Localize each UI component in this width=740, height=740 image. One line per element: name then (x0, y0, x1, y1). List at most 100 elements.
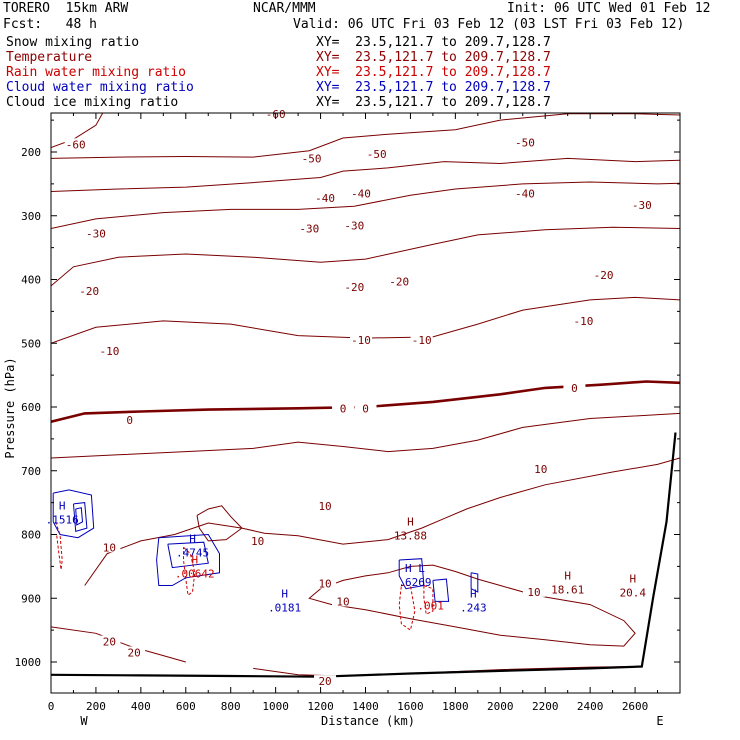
cloud-water-contour (470, 572, 479, 593)
isotherm-label: -40 (515, 187, 535, 200)
isotherm-label: -20 (594, 269, 614, 282)
isotherm-label-bg (78, 284, 101, 296)
isotherm-label-bg (572, 314, 595, 326)
x-tick-label: 0 (48, 700, 55, 713)
x-axis-title: Distance (km) (321, 714, 415, 728)
cloud-water-contour (73, 502, 88, 532)
y-tick-label: 900 (21, 592, 41, 605)
isotherm-label-bg (300, 152, 323, 164)
isotherm-label: 0 (571, 382, 578, 395)
isotherm-label: 10 (251, 535, 264, 548)
x-tick-label: 200 (86, 700, 106, 713)
extremum-mark: H (281, 587, 288, 600)
isotherm-line (51, 226, 680, 287)
isotherm-line (51, 626, 186, 663)
extremum-value: .001 (417, 599, 444, 612)
field-label-snow: Snow mixing ratio (6, 35, 140, 50)
contour-label-layer: -60-60-50 -50-50-40 -40 -40-30 -30 -30-30-20-… (46, 107, 653, 688)
isotherm-line (51, 412, 680, 459)
isotherm-label: -50 (302, 152, 322, 165)
terrain-line (51, 432, 677, 678)
x-tick-label: 2400 (577, 700, 604, 713)
isotherm-label: 0 (340, 402, 347, 415)
isotherm-label-bg (84, 227, 107, 239)
isotherm-label: -40 (315, 192, 335, 205)
isotherm-line (51, 157, 680, 192)
isotherm-label-bg (98, 541, 121, 553)
isotherm-label: -40 (351, 187, 371, 200)
isotherm-line (51, 380, 680, 423)
isotherm-label-bg (513, 187, 536, 199)
isotherm-label-bg (98, 635, 121, 647)
isotherm-label-bg (513, 136, 536, 148)
isotherm-label: -20 (79, 285, 99, 298)
x-tick-label: 1600 (397, 700, 424, 713)
field-xy-snow: XY= 23.5,121.7 to 209.7,128.7 (316, 35, 551, 50)
isotherm-label: 10 (527, 586, 540, 599)
isotherm-label-bg (350, 334, 373, 346)
extremum-mark: H L (405, 562, 425, 575)
x-tick-label: 1400 (352, 700, 379, 713)
field-xy-temperature: XY= 23.5,121.7 to 209.7,128.7 (316, 50, 551, 65)
isotherm-label: -30 (299, 223, 319, 236)
field-xy-rain: XY= 23.5,121.7 to 209.7,128.7 (316, 65, 551, 80)
isotherm-label-bg (354, 402, 377, 414)
isotherm-label-bg (314, 675, 337, 687)
isotherm-label-bg (298, 222, 321, 234)
isotherm-label-bg (529, 462, 552, 474)
field-xy-cloud-ice: XY= 23.5,121.7 to 209.7,128.7 (316, 95, 551, 110)
extremum-value: .00642 (175, 568, 215, 581)
y-tick-label: 300 (21, 210, 41, 223)
isotherm-line (51, 113, 680, 159)
isotherm-label: -30 (344, 219, 364, 232)
extremum-value: .0181 (268, 601, 301, 614)
y-tick-label: 400 (21, 274, 41, 287)
isotherm-label-bg (314, 577, 337, 589)
isotherm-label-bg (123, 646, 146, 658)
isotherm-label: -10 (573, 315, 593, 328)
x-tick-label: 2000 (487, 700, 514, 713)
isotherm-label: -10 (99, 345, 119, 358)
axes-layer: 0 200 400 600 800 1000 1200 1400 1600 1800 2000 220… (15, 112, 681, 713)
field-label-cloud-water: Cloud water mixing ratio (6, 80, 194, 95)
isotherm-line (51, 296, 680, 344)
isotherm-label-bg (592, 269, 615, 281)
extremum-mark: H (630, 573, 637, 586)
contour-layer (51, 113, 680, 678)
x-tick-label: 1800 (442, 700, 469, 713)
isotherm-label-bg (388, 275, 411, 287)
isotherm-label: 20 (103, 636, 116, 649)
x-tick-label: 400 (131, 700, 151, 713)
extremum-value: 18.61 (551, 584, 584, 597)
rain-water-contour (398, 585, 416, 631)
isotherm-label: 10 (336, 595, 349, 608)
isotherm-line (51, 181, 680, 229)
extremum-mark: H (470, 587, 477, 600)
extremum-mark: H (59, 499, 66, 512)
isotherm-line (308, 564, 636, 647)
x-tick-label: 2600 (622, 700, 649, 713)
extremum-value: .4745 (176, 547, 209, 560)
init-time: Init: 06 UTC Wed 01 Feb 12 (507, 1, 711, 16)
isotherm-label: -30 (86, 228, 106, 241)
cloud-water-contour (167, 541, 209, 569)
isotherm-label: -10 (351, 334, 371, 347)
x-tick-label: 2200 (532, 700, 559, 713)
field-label-temperature: Temperature (6, 50, 93, 65)
isotherm-label: -20 (389, 275, 409, 288)
forecast-hour: Fcst: 48 h (3, 17, 97, 32)
isotherm-label-bg (563, 381, 586, 393)
organization: NCAR/MMM (253, 1, 316, 16)
isotherm-label-bg (314, 191, 337, 203)
x-tick-label: 600 (176, 700, 196, 713)
isotherm-label: -20 (344, 281, 364, 294)
cloud-water-contour (75, 507, 84, 526)
isotherm-label: 10 (103, 541, 116, 554)
isotherm-line (84, 457, 680, 586)
extremum-mark: H (407, 515, 414, 528)
isotherm-label: 10 (318, 500, 331, 513)
cloud-water-contour (432, 578, 450, 602)
isotherm-label-bg (522, 585, 545, 597)
y-tick-label: 200 (21, 146, 41, 159)
